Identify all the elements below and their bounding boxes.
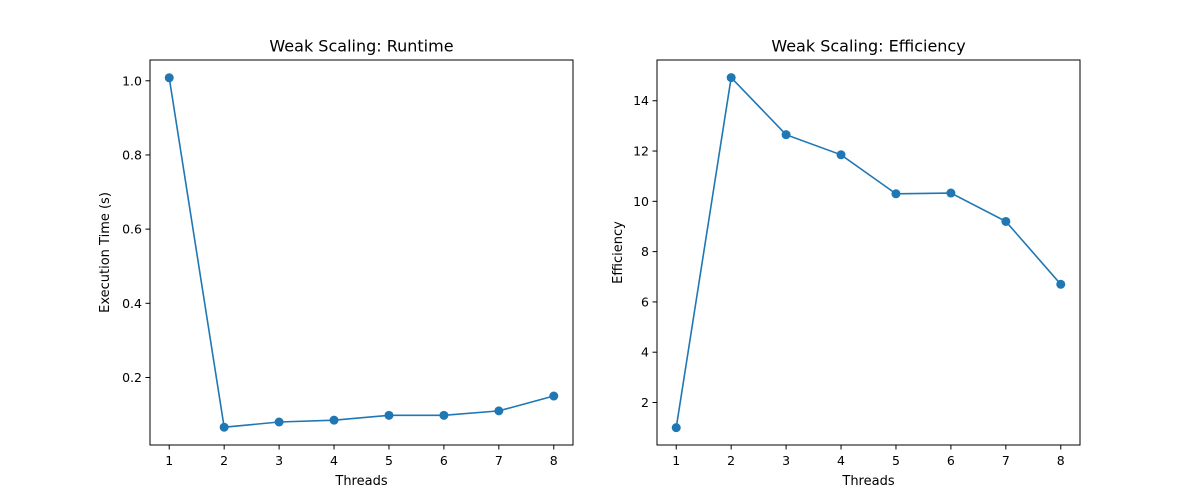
runtime-series-line: [168, 77, 554, 429]
efficiency-series: [671, 73, 1066, 433]
runtime-data-point: [549, 391, 559, 401]
efficiency-data-point: [671, 423, 681, 433]
runtime-data-point: [494, 406, 504, 416]
efficiency-y-tick-label: 8: [641, 244, 649, 259]
efficiency-y-tick-label: 12: [633, 144, 649, 159]
runtime-data-point: [219, 422, 229, 432]
efficiency-y-tick-label: 10: [633, 194, 649, 209]
runtime-plot-frame: [149, 59, 574, 446]
runtime-x-tick-label: 8: [550, 453, 558, 468]
runtime-x-tick-label: 7: [495, 453, 503, 468]
efficiency-data-point: [1056, 279, 1066, 289]
efficiency-data-point: [726, 73, 736, 83]
runtime-y-tick-label: 0.8: [122, 147, 142, 162]
efficiency-y-tick-label: 2: [641, 395, 649, 410]
efficiency-data-point: [836, 150, 846, 160]
efficiency-x-axis: 1 2 3 4 5 6 7 8: [672, 445, 1065, 468]
efficiency-y-tick-label: 6: [641, 294, 649, 309]
efficiency-series-line: [675, 75, 1062, 428]
efficiency-y-tick-label: 14: [633, 93, 649, 108]
runtime-y-tick-label: 0.4: [122, 296, 142, 311]
efficiency-data-point: [946, 188, 956, 198]
runtime-data-point: [329, 415, 339, 425]
efficiency-x-tick-label: 5: [892, 453, 900, 468]
runtime-x-tick-label: 6: [440, 453, 448, 468]
efficiency-x-tick-label: 8: [1057, 453, 1065, 468]
efficiency-chart-title: Weak Scaling: Efficiency: [771, 37, 965, 56]
runtime-data-point: [274, 417, 284, 427]
runtime-series: [164, 73, 559, 432]
runtime-x-tick-label: 5: [385, 453, 393, 468]
runtime-x-tick-label: 2: [220, 453, 228, 468]
efficiency-data-point: [781, 130, 791, 140]
runtime-chart-title: Weak Scaling: Runtime: [269, 37, 453, 56]
runtime-data-point: [164, 73, 174, 83]
runtime-y-tick-label: 1.0: [122, 73, 142, 88]
runtime-y-axis: 0.2 0.4 0.6 0.8 1.0: [122, 73, 150, 385]
efficiency-x-tick-label: 3: [782, 453, 790, 468]
efficiency-x-axis-label: Threads: [841, 474, 894, 489]
efficiency-x-tick-label: 6: [947, 453, 955, 468]
efficiency-data-point: [891, 189, 901, 199]
runtime-x-axis: 1 2 3 4 5 6 7 8: [165, 445, 558, 468]
runtime-x-tick-label: 4: [330, 453, 338, 468]
runtime-y-tick-label: 0.6: [122, 222, 142, 237]
efficiency-plot-frame: [656, 59, 1081, 446]
runtime-data-point: [439, 410, 449, 420]
runtime-x-tick-label: 1: [165, 453, 173, 468]
runtime-x-axis-label: Threads: [334, 474, 387, 489]
efficiency-data-point: [1001, 216, 1011, 226]
runtime-x-tick-label: 3: [275, 453, 283, 468]
efficiency-x-tick-label: 7: [1002, 453, 1010, 468]
efficiency-x-tick-label: 1: [672, 453, 680, 468]
efficiency-x-tick-label: 2: [727, 453, 735, 468]
runtime-data-point: [384, 410, 394, 420]
efficiency-y-tick-label: 4: [641, 345, 649, 360]
runtime-chart: Weak Scaling: Runtime 1 2 3 4 5 6 7 8 0.2 0.4 0.6…: [98, 37, 574, 489]
runtime-y-axis-label: Execution Time (s): [98, 192, 113, 313]
efficiency-x-tick-label: 4: [837, 453, 845, 468]
efficiency-y-axis: 2 4 6 8 10 12 14: [633, 93, 657, 410]
runtime-y-tick-label: 0.2: [122, 370, 142, 385]
efficiency-y-axis-label: Efficiency: [611, 221, 626, 284]
